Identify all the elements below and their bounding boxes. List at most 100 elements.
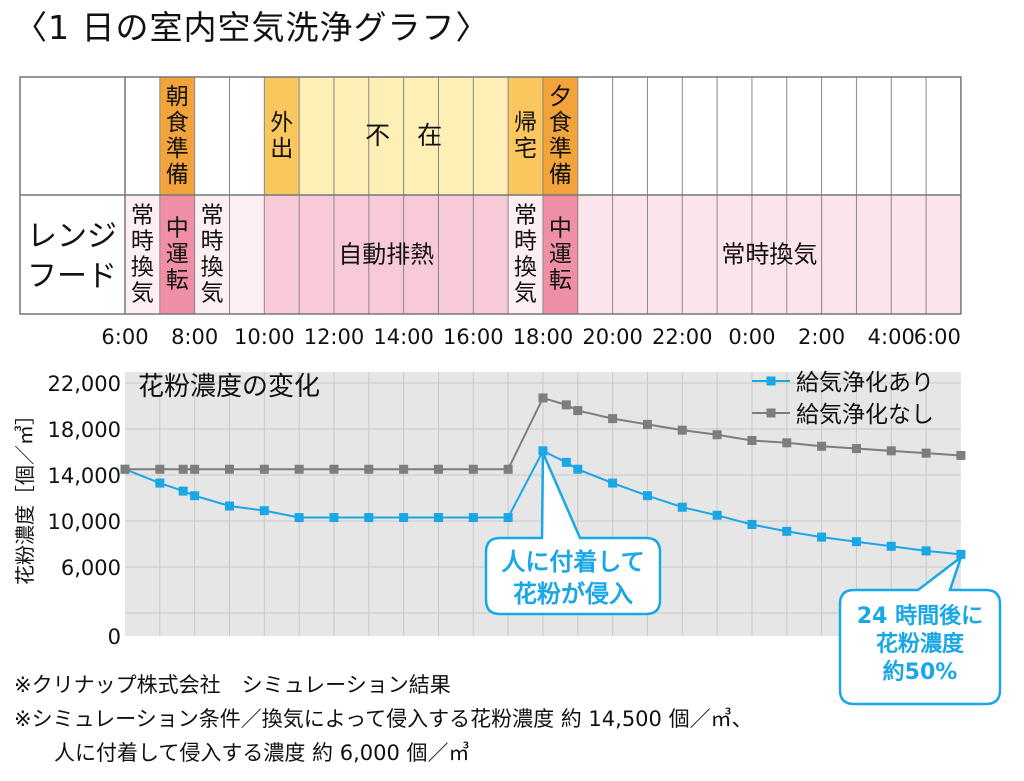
data-point-without-purification bbox=[294, 464, 304, 474]
data-point-without-purification bbox=[561, 400, 571, 410]
y-tick-label: 0 bbox=[108, 625, 121, 649]
hood-mode-label-char: 常 bbox=[201, 203, 224, 229]
x-tick-label: 22:00 bbox=[652, 325, 713, 349]
y-tick-label: 10,000 bbox=[48, 510, 121, 534]
hood-mode-label-char: 常 bbox=[131, 203, 154, 229]
activity-label-char: 夕 bbox=[549, 84, 572, 110]
data-point-without-purification bbox=[921, 448, 931, 458]
data-point-with-purification bbox=[538, 446, 548, 456]
hood-mode-label-char: 気 bbox=[131, 281, 154, 307]
data-point-without-purification bbox=[782, 438, 792, 448]
page-title: 〈1 日の室内空気洗浄グラフ〉 bbox=[14, 8, 490, 47]
activity-label-char: 食 bbox=[166, 110, 189, 136]
data-point-without-purification bbox=[886, 446, 896, 456]
activity-label-char: 不 bbox=[365, 121, 390, 150]
data-point-with-purification bbox=[642, 491, 652, 501]
x-tick-label: 0:00 bbox=[728, 325, 775, 349]
hood-mode-label-char: 気 bbox=[201, 281, 224, 307]
hood-mode-label-char: 気 bbox=[514, 281, 537, 307]
activity-label-char: 朝 bbox=[166, 84, 189, 110]
hood-mode-cell bbox=[542, 195, 578, 314]
data-point-with-purification bbox=[782, 526, 792, 536]
hood-mode-label-char: 換 bbox=[131, 255, 154, 281]
data-point-with-purification bbox=[399, 513, 409, 523]
schedule-table: レンジフード 朝食準備 外出 不在 帰宅夕食準備常時換気 中運転 常時換気 自動排熱 常時換気 中… bbox=[19, 76, 962, 315]
activity-cell bbox=[577, 77, 961, 195]
data-point-without-purification bbox=[747, 436, 757, 445]
data-point-with-purification bbox=[178, 486, 188, 496]
activity-label-char: 出 bbox=[270, 136, 293, 162]
hood-mode-label-char: 常 bbox=[514, 203, 537, 229]
data-point-without-purification bbox=[608, 414, 618, 424]
range-hood-label-cell bbox=[20, 195, 125, 314]
data-point-with-purification bbox=[190, 491, 200, 501]
hood-mode-label: 常時換気 bbox=[721, 241, 817, 269]
hood-mode-cell bbox=[159, 195, 195, 314]
data-point-without-purification bbox=[817, 441, 827, 451]
data-point-with-purification bbox=[747, 519, 757, 529]
hood-mode-label-char: 時 bbox=[514, 229, 537, 255]
x-tick-label: 10:00 bbox=[234, 325, 295, 349]
activity-label-char: 帰 bbox=[514, 110, 537, 136]
callout-pollen-intrusion-text: 花粉が侵入 bbox=[513, 580, 633, 608]
callout-24h-result-text: 24 時間後に bbox=[857, 603, 983, 629]
legend-marker bbox=[766, 408, 776, 418]
data-point-with-purification bbox=[561, 457, 571, 467]
activity-cell bbox=[542, 77, 578, 195]
hood-mode-label-char: 中 bbox=[166, 216, 189, 242]
data-point-without-purification bbox=[433, 464, 443, 474]
data-point-with-purification bbox=[817, 532, 827, 542]
data-point-with-purification bbox=[503, 513, 513, 523]
x-tick-label: 18:00 bbox=[513, 325, 574, 349]
activity-label-char: 在 bbox=[417, 121, 442, 150]
data-point-with-purification bbox=[224, 501, 234, 511]
hood-mode-cell bbox=[125, 195, 160, 314]
hood-mode-cell bbox=[264, 195, 509, 314]
activity-cell bbox=[125, 77, 160, 195]
data-point-without-purification bbox=[224, 464, 234, 474]
footnotes: ※クリナップ株式会社 シミュレーション結果 ※シミュレーション条件／換気によって… bbox=[14, 668, 753, 770]
data-point-with-purification bbox=[468, 513, 478, 523]
hood-mode-label-char: 運 bbox=[549, 242, 572, 268]
activity-label-char: 宅 bbox=[514, 136, 537, 162]
activity-label-char: 備 bbox=[549, 162, 572, 188]
legend-label: 給気浄化あり bbox=[796, 370, 934, 396]
activity-label-char: 食 bbox=[549, 110, 572, 136]
callout-24h-result-text: 約50% bbox=[883, 659, 958, 685]
data-point-with-purification bbox=[851, 537, 861, 547]
data-point-without-purification bbox=[120, 464, 130, 474]
data-point-without-purification bbox=[956, 450, 966, 460]
data-point-with-purification bbox=[433, 513, 443, 523]
hood-mode-label-char: 転 bbox=[549, 268, 572, 294]
chart-title: 花粉濃度の変化 bbox=[138, 372, 320, 402]
data-point-without-purification bbox=[468, 464, 478, 474]
data-point-without-purification bbox=[259, 464, 269, 474]
data-point-without-purification bbox=[538, 393, 548, 403]
x-tick-label: 6:00 bbox=[914, 325, 961, 349]
data-point-with-purification bbox=[259, 506, 269, 516]
callout-pollen-intrusion-text: 人に付着して bbox=[501, 548, 644, 576]
hood-mode-label-char: 換 bbox=[514, 255, 537, 281]
hood-mode-label-char: 転 bbox=[166, 268, 189, 294]
data-point-without-purification bbox=[503, 464, 513, 474]
x-tick-label: 16:00 bbox=[443, 325, 504, 349]
data-point-without-purification bbox=[178, 464, 188, 474]
hood-mode-label: 自動排熱 bbox=[338, 241, 434, 269]
x-tick-label: 2:00 bbox=[798, 325, 845, 349]
activity-label-char: 外 bbox=[270, 110, 293, 136]
data-point-without-purification bbox=[364, 464, 374, 474]
data-point-without-purification bbox=[851, 444, 861, 454]
x-tick-label: 4:00 bbox=[868, 325, 915, 349]
data-point-with-purification bbox=[155, 478, 165, 488]
hood-mode-label-char: 中 bbox=[549, 216, 572, 242]
x-tick-label: 12:00 bbox=[304, 325, 365, 349]
hood-mode-cell bbox=[508, 195, 543, 314]
callout-pollen-intrusion bbox=[484, 452, 662, 616]
range-hood-label-line: フード bbox=[27, 259, 117, 294]
y-axis-label: 花粉濃度［個／㎥］ bbox=[13, 405, 37, 585]
data-point-with-purification bbox=[329, 513, 339, 523]
callout-24h-result bbox=[838, 553, 1002, 706]
hood-mode-label-char: 時 bbox=[201, 229, 224, 255]
callout-24h-result-text: 花粉濃度 bbox=[876, 631, 965, 657]
